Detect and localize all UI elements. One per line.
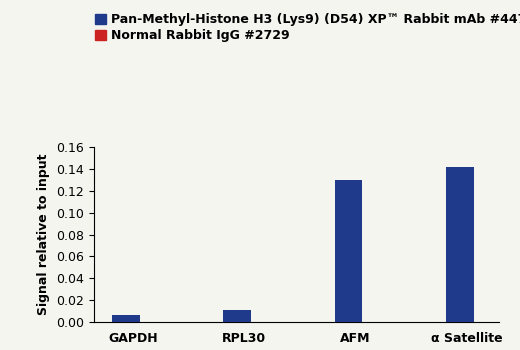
Bar bbox=[224, 310, 251, 322]
Legend: Pan-Methyl-Histone H3 (Lys9) (D54) XP™ Rabbit mAb #4473, Normal Rabbit IgG #2729: Pan-Methyl-Histone H3 (Lys9) (D54) XP™ R… bbox=[95, 13, 520, 42]
Bar bbox=[112, 315, 140, 322]
Y-axis label: Signal relative to input: Signal relative to input bbox=[37, 154, 50, 315]
Bar bbox=[335, 180, 362, 322]
Bar bbox=[446, 167, 474, 322]
